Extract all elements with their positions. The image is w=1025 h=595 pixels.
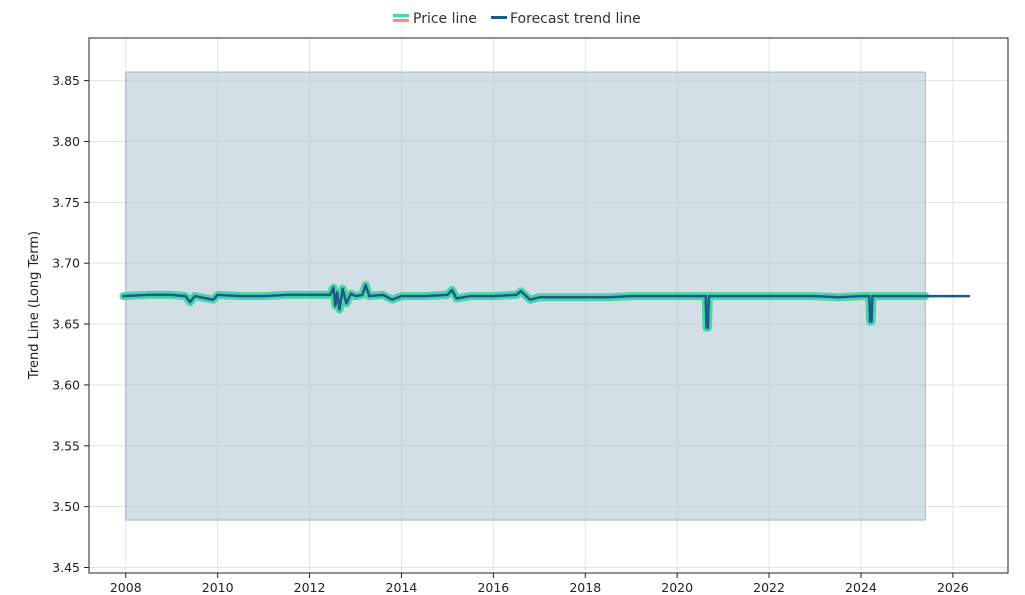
legend-swatch-price-line-top [393, 14, 409, 17]
x-tick-label: 2010 [202, 580, 234, 595]
legend-swatch-price-line-bottom [393, 19, 409, 22]
y-axis-title: Trend Line (Long Term) [27, 231, 42, 380]
y-tick-label: 3.80 [52, 134, 80, 149]
x-tick-label: 2026 [937, 580, 969, 595]
y-tick-label: 3.45 [52, 560, 80, 575]
y-tick-label: 3.70 [52, 256, 80, 271]
x-tick-label: 2024 [845, 580, 877, 595]
y-tick-label: 3.85 [52, 73, 80, 88]
y-tick-label: 3.50 [52, 499, 80, 514]
x-tick-label: 2012 [294, 580, 326, 595]
legend-label-price-line: Price line [413, 11, 477, 27]
y-tick-label: 3.60 [52, 377, 80, 392]
y-tick-label: 3.75 [52, 195, 80, 210]
x-tick-label: 2008 [110, 580, 142, 595]
series-line-forecast-trend-line [122, 283, 971, 329]
x-tick-label: 2016 [477, 580, 509, 595]
y-tick-label: 3.65 [52, 317, 80, 332]
x-tick-label: 2022 [753, 580, 785, 595]
plot-border [88, 37, 1009, 574]
y-tick-label: 3.55 [52, 438, 80, 453]
x-axis: 2008 2010 2012 2014 2016 2018 2020 2022 2024 2026 [110, 573, 969, 595]
x-tick-label: 2018 [569, 580, 601, 595]
y-axis: 3.45 3.50 3.55 3.60 3.65 3.70 3.75 3.80 3.85 [52, 73, 89, 575]
legend-label-forecast-trend-line: Forecast trend line [510, 11, 641, 27]
series-layer [119, 281, 971, 332]
x-tick-label: 2020 [661, 580, 693, 595]
legend: Price line Forecast trend line [393, 11, 641, 27]
legend-swatch-forecast-trend-line [491, 16, 507, 19]
x-tick-label: 2014 [386, 580, 418, 595]
